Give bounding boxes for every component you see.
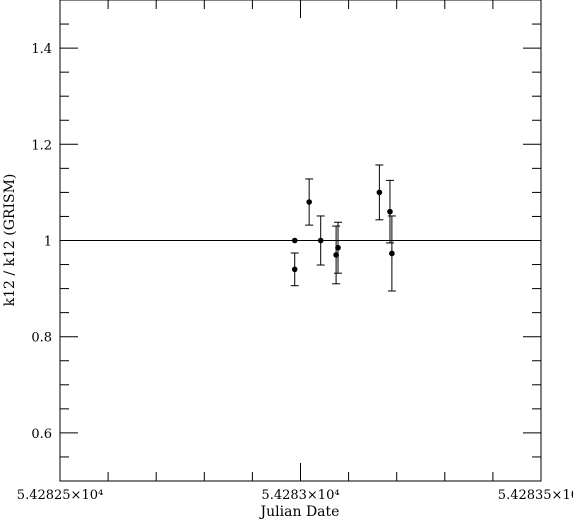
y-tick-label: 1 — [44, 235, 52, 250]
data-point — [376, 189, 383, 196]
y-tick-label: 0.6 — [31, 427, 52, 442]
y-tick-label: 1.2 — [31, 138, 52, 153]
x-tick-label: 5.4283×10⁴ — [261, 488, 339, 503]
y-axis-label: k12 / k12 (GRISM) — [2, 174, 18, 307]
data-point — [387, 208, 393, 215]
data-point — [335, 244, 341, 251]
axis-ticks — [59, 0, 542, 482]
data-point — [291, 266, 298, 273]
y-tick-label: 1.4 — [31, 42, 52, 57]
data-points — [290, 164, 396, 292]
data-point — [291, 237, 298, 244]
data-point — [306, 199, 312, 205]
data-point — [333, 252, 339, 258]
x-axis-label: Julian Date — [259, 504, 340, 520]
x-tick-label: 5.42835×10⁴ — [498, 488, 573, 503]
tick-labels: 5.42825×10⁴ 5.4283×10⁴ 5.42835×10⁴ 0.6 0.8 1 1… — [17, 42, 573, 503]
x-tick-label: 5.42825×10⁴ — [17, 488, 103, 503]
y-tick-label: 0.8 — [31, 331, 52, 346]
data-point — [317, 237, 324, 244]
data-point — [389, 250, 395, 257]
